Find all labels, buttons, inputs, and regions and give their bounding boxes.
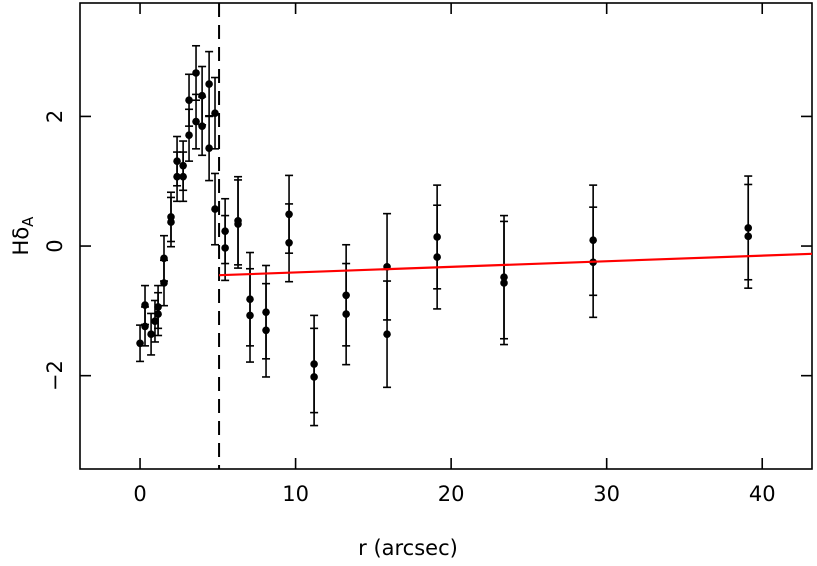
data-point [211, 109, 219, 117]
data-point [151, 317, 159, 326]
plot-frame [79, 2, 813, 470]
data-point [310, 373, 318, 381]
y-axis-label-sub: A [19, 216, 37, 227]
data-point [192, 69, 200, 77]
x-tick-label: 40 [749, 482, 776, 506]
x-tick-label: 10 [282, 482, 309, 506]
x-tick-label: 20 [438, 482, 465, 506]
data-point [211, 205, 219, 213]
data-point [383, 330, 391, 338]
x-tick-label: 30 [593, 482, 620, 506]
data-point [167, 218, 175, 226]
y-tick-label: −2 [43, 360, 67, 391]
data-point [234, 220, 242, 228]
data-point [160, 279, 168, 287]
data-point [141, 322, 149, 331]
fit-line [219, 252, 813, 277]
y-tick-label: 0 [43, 239, 67, 252]
data-point [205, 144, 213, 152]
data-point [246, 311, 254, 320]
data-point [262, 326, 270, 335]
data-point [198, 122, 206, 130]
x-axis-label: r (arcsec) [358, 536, 458, 560]
data-point [285, 239, 293, 247]
data-point [221, 244, 229, 252]
data-point [205, 80, 213, 88]
data-point [342, 310, 350, 318]
y-axis-label: HδA [9, 216, 37, 256]
data-point [185, 131, 193, 140]
data-point [500, 279, 508, 287]
x-tick-label: 0 [133, 482, 146, 506]
y-tick-label: 2 [43, 110, 67, 123]
data-point [744, 232, 753, 241]
data-point [147, 330, 155, 338]
data-point [173, 172, 181, 181]
data-point [192, 117, 200, 126]
data-point [185, 96, 193, 105]
data-point [154, 310, 162, 318]
y-axis-label-main: Hδ [9, 227, 33, 256]
data-point [179, 172, 187, 181]
data-point [433, 253, 441, 261]
